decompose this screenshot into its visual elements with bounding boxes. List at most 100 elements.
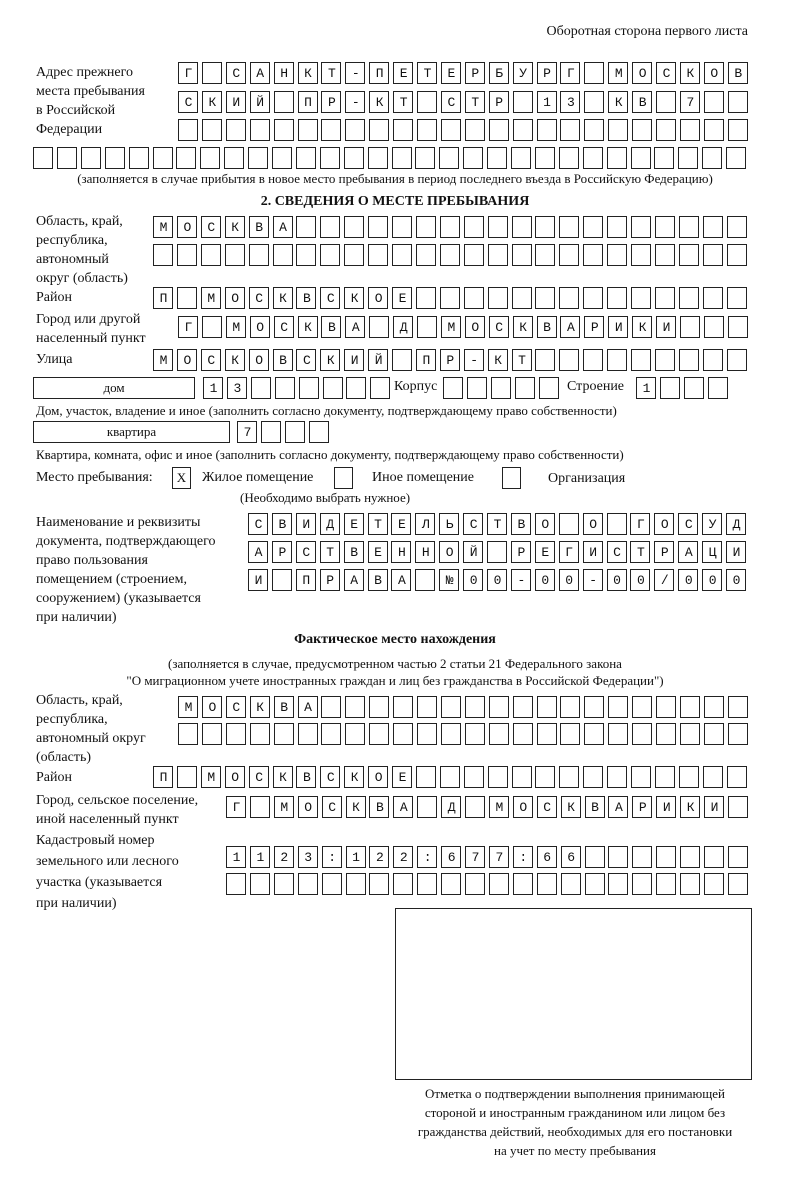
char-cell[interactable] [704,846,724,868]
char-cell[interactable] [417,62,437,84]
char-cell[interactable] [488,91,509,113]
char-cell[interactable] [487,513,507,535]
char-cell[interactable] [369,796,390,818]
char-cell[interactable] [464,723,485,745]
char-cell[interactable] [607,287,628,309]
char-cell[interactable] [654,766,675,788]
apartment-type-field[interactable]: квартира [33,421,230,443]
char-cell[interactable] [535,766,556,788]
char-cell[interactable] [225,91,246,113]
char-cell[interactable] [344,349,365,371]
char-cell[interactable] [487,147,508,169]
char-cell[interactable] [702,569,723,591]
char-cell[interactable] [582,541,603,563]
char-cell[interactable] [249,119,270,141]
char-cell[interactable] [656,796,677,818]
char-cell[interactable] [583,287,604,309]
char-cell[interactable] [680,846,701,868]
char-cell[interactable] [702,287,723,309]
char-cell[interactable] [726,541,746,563]
char-cell[interactable] [630,147,651,169]
char-cell[interactable] [488,723,509,745]
char-cell[interactable] [200,766,221,788]
char-cell[interactable] [201,91,222,113]
char-cell[interactable] [415,569,436,591]
char-cell[interactable] [248,147,269,169]
char-cell[interactable] [441,846,462,868]
char-cell[interactable] [632,846,653,868]
char-cell[interactable] [464,316,485,338]
char-cell[interactable] [201,119,222,141]
char-cell[interactable] [153,349,173,371]
char-cell[interactable] [582,569,603,591]
char-cell[interactable] [463,287,484,309]
char-cell[interactable] [584,119,605,141]
char-cell[interactable] [726,349,747,371]
char-cell[interactable] [320,766,341,788]
char-cell[interactable] [343,541,364,563]
char-cell[interactable] [487,569,507,591]
char-cell[interactable] [536,62,557,84]
char-cell[interactable] [367,569,388,591]
char-cell[interactable] [727,316,748,338]
char-cell[interactable] [514,377,535,399]
char-cell[interactable] [535,244,556,266]
char-cell[interactable] [345,846,366,868]
char-cell[interactable] [631,216,651,238]
char-cell[interactable] [273,846,294,868]
char-cell[interactable] [321,91,342,113]
char-cell[interactable] [248,541,268,563]
char-cell[interactable] [392,216,412,238]
char-cell[interactable] [630,513,651,535]
char-cell[interactable] [560,696,581,718]
char-cell[interactable] [465,796,485,818]
char-cell[interactable] [273,696,294,718]
char-cell[interactable] [367,541,388,563]
char-cell[interactable] [225,62,246,84]
char-cell[interactable] [345,696,366,718]
char-cell[interactable] [440,91,461,113]
char-cell[interactable] [488,62,509,84]
char-cell[interactable] [608,723,629,745]
char-cell[interactable] [344,216,365,238]
char-cell[interactable] [632,723,653,745]
char-cell[interactable] [678,349,699,371]
char-cell[interactable] [369,846,390,868]
char-cell[interactable] [200,287,221,309]
char-cell[interactable] [417,796,438,818]
char-cell[interactable] [321,119,342,141]
char-cell[interactable] [296,349,317,371]
char-cell[interactable] [680,873,701,895]
char-cell[interactable] [726,147,747,169]
char-cell[interactable] [391,513,412,535]
char-cell[interactable] [608,873,629,895]
char-cell[interactable] [703,696,724,718]
char-cell[interactable] [536,873,557,895]
char-cell[interactable] [415,216,436,238]
char-cell[interactable] [558,513,579,535]
char-cell[interactable] [319,147,340,169]
char-cell[interactable] [463,244,484,266]
char-cell[interactable] [392,766,412,788]
char-cell[interactable] [343,569,364,591]
char-cell[interactable] [296,766,317,788]
char-cell[interactable] [295,513,316,535]
char-cell[interactable] [237,421,257,443]
char-cell[interactable] [224,766,245,788]
char-cell[interactable] [178,62,198,84]
char-cell[interactable] [176,244,197,266]
char-cell[interactable] [487,216,508,238]
char-cell[interactable] [226,377,247,399]
char-cell[interactable] [248,569,268,591]
char-cell[interactable] [368,766,389,788]
char-cell[interactable] [272,147,292,169]
char-cell[interactable] [608,796,629,818]
char-cell[interactable] [200,244,221,266]
char-cell[interactable] [273,62,294,84]
char-cell[interactable] [560,91,581,113]
char-cell[interactable] [558,147,579,169]
char-cell[interactable] [726,513,746,535]
char-cell[interactable] [178,91,198,113]
char-cell[interactable] [248,766,269,788]
char-cell[interactable] [322,377,343,399]
